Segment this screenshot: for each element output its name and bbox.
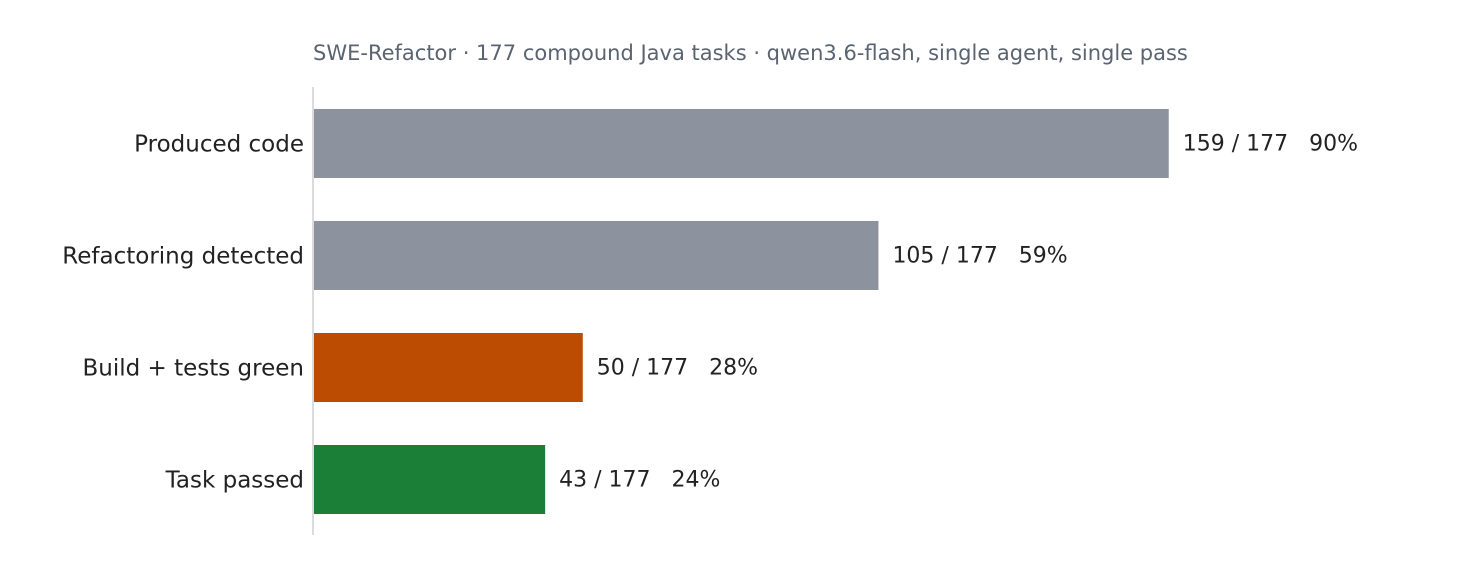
bar-produced-code xyxy=(314,109,1169,178)
chart-title: SWE-Refactor · 177 compound Java tasks ·… xyxy=(313,41,1188,65)
category-label-refactoring-detected: Refactoring detected xyxy=(62,244,304,270)
category-label-build-tests-green: Build + tests green xyxy=(82,356,304,382)
category-label-task-passed: Task passed xyxy=(165,468,304,494)
bars-group: Produced code 159 / 177 90% Refactoring de… xyxy=(62,109,1358,514)
bar-task-passed xyxy=(314,445,546,514)
value-label-task-passed: 43 / 177 24% xyxy=(559,468,720,493)
value-label-refactoring-detected: 105 / 177 59% xyxy=(892,244,1067,269)
bar-build-tests-green xyxy=(314,333,583,402)
bar-refactoring-detected xyxy=(314,221,879,290)
value-label-build-tests-green: 50 / 177 28% xyxy=(597,356,758,381)
category-label-produced-code: Produced code xyxy=(134,132,304,158)
value-label-produced-code: 159 / 177 90% xyxy=(1183,132,1358,157)
